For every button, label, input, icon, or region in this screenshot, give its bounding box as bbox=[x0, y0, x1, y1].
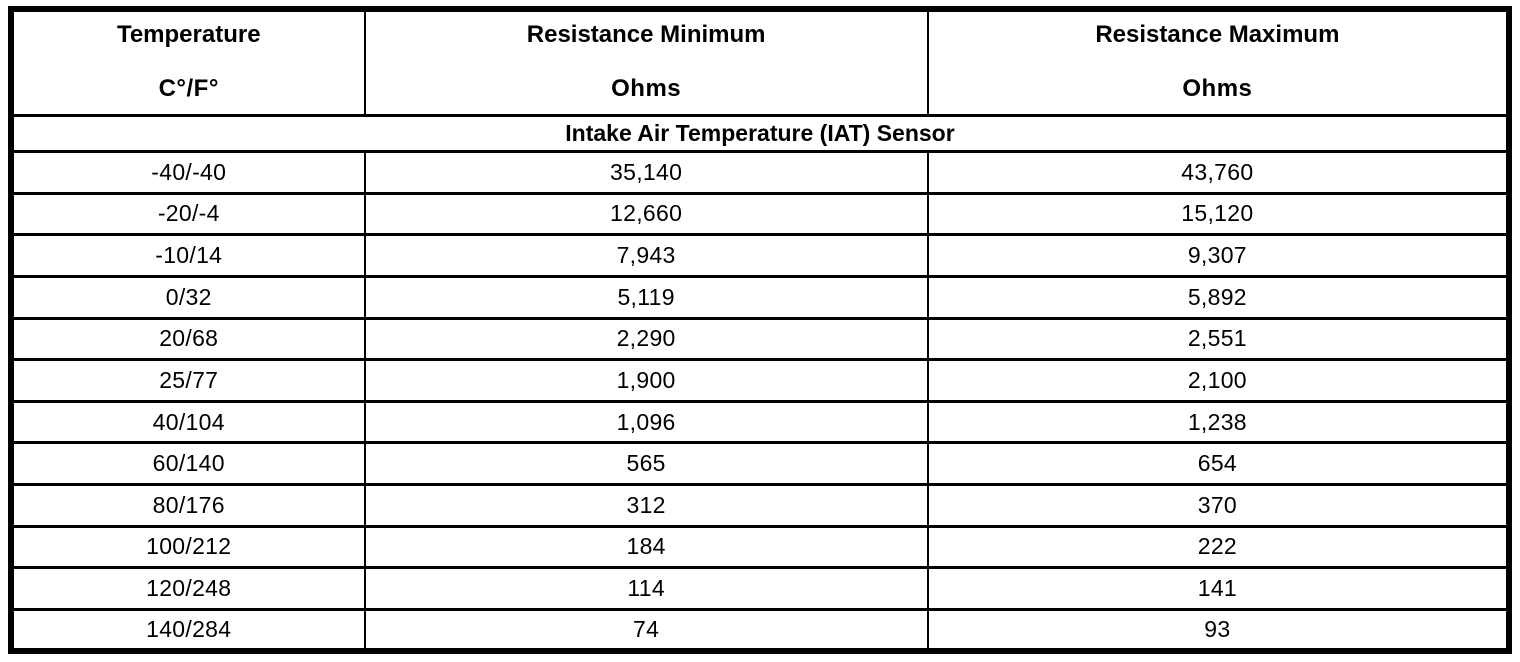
cell-resistance-min: 2,290 bbox=[363, 316, 929, 362]
cell-temperature: 20/68 bbox=[10, 316, 366, 362]
cell-resistance-min: 312 bbox=[363, 483, 929, 528]
table-row: 25/77 1,900 2,100 bbox=[10, 358, 1511, 403]
cell-resistance-max: 2,100 bbox=[926, 358, 1511, 403]
cell-resistance-max: 9,307 bbox=[926, 233, 1511, 278]
table-row: 80/176 312 370 bbox=[10, 483, 1511, 528]
col-header-units: Ohms bbox=[1182, 75, 1253, 102]
table-row: 140/284 74 93 bbox=[10, 607, 1511, 653]
table-row: 40/104 1,096 1,238 bbox=[10, 399, 1511, 445]
cell-resistance-max: 222 bbox=[926, 524, 1511, 570]
cell-resistance-min: 1,900 bbox=[363, 358, 929, 403]
col-header-units: C°/F° bbox=[158, 75, 219, 102]
cell-resistance-min: 565 bbox=[363, 441, 929, 486]
cell-resistance-min: 35,140 bbox=[363, 150, 929, 195]
table-row: 60/140 565 654 bbox=[10, 441, 1511, 486]
col-header-temperature: Temperature C°/F° bbox=[10, 8, 366, 117]
cell-resistance-min: 114 bbox=[363, 566, 929, 611]
cell-resistance-max: 93 bbox=[926, 607, 1511, 653]
section-title: Intake Air Temperature (IAT) Sensor bbox=[10, 114, 1510, 153]
cell-resistance-max: 1,238 bbox=[926, 399, 1511, 445]
cell-temperature: 40/104 bbox=[10, 399, 366, 445]
table-row: -10/14 7,943 9,307 bbox=[10, 233, 1511, 278]
iat-sensor-resistance-table: Temperature C°/F° Resistance Minimum Ohm… bbox=[8, 6, 1512, 654]
cell-temperature: 60/140 bbox=[10, 441, 366, 486]
cell-resistance-max: 370 bbox=[926, 483, 1511, 528]
cell-resistance-max: 43,760 bbox=[926, 150, 1511, 195]
cell-resistance-min: 74 bbox=[363, 607, 929, 653]
table-row: 20/68 2,290 2,551 bbox=[10, 316, 1511, 362]
cell-resistance-min: 184 bbox=[363, 524, 929, 570]
cell-temperature: -20/-4 bbox=[10, 191, 366, 237]
col-header-title: Temperature bbox=[116, 21, 261, 48]
table-row: -20/-4 12,660 15,120 bbox=[10, 191, 1511, 237]
cell-temperature: 120/248 bbox=[10, 566, 366, 611]
cell-temperature: 100/212 bbox=[10, 524, 366, 570]
cell-resistance-max: 141 bbox=[926, 566, 1511, 611]
cell-temperature: 80/176 bbox=[10, 483, 366, 528]
header-row: Temperature C°/F° Resistance Minimum Ohm… bbox=[10, 8, 1511, 117]
cell-temperature: 140/284 bbox=[10, 607, 366, 653]
table-row: 0/32 5,119 5,892 bbox=[10, 274, 1511, 320]
cell-resistance-min: 5,119 bbox=[363, 274, 929, 320]
col-header-resistance-max: Resistance Maximum Ohms bbox=[926, 8, 1511, 117]
cell-resistance-min: 7,943 bbox=[363, 233, 929, 278]
cell-resistance-max: 5,892 bbox=[926, 274, 1511, 320]
col-header-units: Ohms bbox=[611, 75, 682, 102]
table-body: -40/-40 35,140 43,760 -20/-4 12,660 15,1… bbox=[10, 150, 1511, 653]
col-header-title: Resistance Maximum bbox=[1095, 21, 1340, 48]
table-row: 120/248 114 141 bbox=[10, 566, 1511, 611]
cell-resistance-min: 12,660 bbox=[363, 191, 929, 237]
col-header-resistance-min: Resistance Minimum Ohms bbox=[363, 8, 929, 117]
col-header-title: Resistance Minimum bbox=[526, 21, 766, 48]
cell-temperature: 0/32 bbox=[10, 274, 366, 320]
table-row: 100/212 184 222 bbox=[10, 524, 1511, 570]
cell-temperature: -10/14 bbox=[10, 233, 366, 278]
table-row: -40/-40 35,140 43,760 bbox=[10, 150, 1511, 195]
section-row: Intake Air Temperature (IAT) Sensor bbox=[10, 114, 1510, 153]
cell-resistance-max: 654 bbox=[926, 441, 1511, 486]
cell-resistance-max: 2,551 bbox=[926, 316, 1511, 362]
cell-resistance-min: 1,096 bbox=[363, 399, 929, 445]
cell-resistance-max: 15,120 bbox=[926, 191, 1511, 237]
cell-temperature: 25/77 bbox=[10, 358, 366, 403]
cell-temperature: -40/-40 bbox=[10, 150, 366, 195]
